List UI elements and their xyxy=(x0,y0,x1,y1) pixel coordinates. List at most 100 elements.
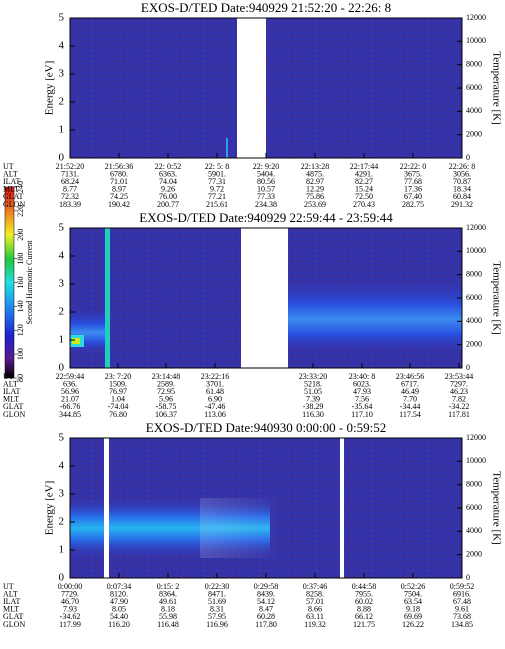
y-tick-label: 2 xyxy=(59,96,65,108)
row-label: GLAT xyxy=(3,402,24,411)
table-cell: 8.05 xyxy=(112,605,126,614)
row-label: UT xyxy=(3,372,14,381)
data-gap xyxy=(237,18,266,158)
y-tick-label: 0 xyxy=(59,362,65,374)
y-tick-label: 3 xyxy=(59,68,65,80)
table-cell: 47.90 xyxy=(110,597,128,606)
table-cell: 0:29:58 xyxy=(254,582,278,591)
table-cell: 57.95 xyxy=(208,612,226,621)
spectrum-spot xyxy=(72,338,80,344)
y-tick-label: 0 xyxy=(59,152,65,164)
table-cell: 82.97 xyxy=(306,177,324,186)
table-cell: 54.40 xyxy=(110,612,128,621)
y-tick-label: 3 xyxy=(59,278,65,290)
table-cell: 73.68 xyxy=(453,612,471,621)
table-cell: 66.12 xyxy=(355,612,373,621)
y2-axis-label: Temperature [K] xyxy=(490,51,502,124)
table-cell: 61.48 xyxy=(206,387,224,396)
table-cell: -74.04 xyxy=(108,402,129,411)
y2-tick-label: 12000 xyxy=(466,433,486,442)
colorbar-ramp xyxy=(4,186,15,379)
row-label: GLON xyxy=(3,410,25,419)
table-cell: 70.87 xyxy=(453,177,471,186)
y-tick-label: 1 xyxy=(59,124,65,136)
table-cell: 116.20 xyxy=(108,620,130,629)
spectrum-streak xyxy=(226,138,228,158)
table-cell: 17.36 xyxy=(404,185,422,194)
row-label: MLT xyxy=(3,185,19,194)
y2-tick-label: 8000 xyxy=(466,59,482,68)
table-cell: 0:37:46 xyxy=(303,582,327,591)
table-cell: 0:00:00 xyxy=(58,582,82,591)
table-cell: 22:22: 0 xyxy=(400,162,426,171)
y2-tick-label: 8000 xyxy=(466,269,482,278)
table-cell: 18.34 xyxy=(453,185,471,194)
y2-tick-label: 6000 xyxy=(466,83,482,92)
table-cell: 117.81 xyxy=(448,410,470,419)
table-cell: 8120. xyxy=(110,589,128,598)
table-cell: 113.06 xyxy=(204,410,226,419)
table-cell: 75.86 xyxy=(306,192,324,201)
colorbar-tick-label: 80 xyxy=(16,374,25,382)
table-cell: 121.75 xyxy=(353,620,375,629)
table-cell: 8364. xyxy=(159,589,177,598)
table-cell: 15.24 xyxy=(355,185,373,194)
y2-tick-label: 12000 xyxy=(466,223,486,232)
table-cell: 2589. xyxy=(157,379,175,388)
table-cell: 68.24 xyxy=(61,177,79,186)
row-label: UT xyxy=(3,582,14,591)
spectrum-band xyxy=(288,278,462,353)
colorbar: 80 100 120 140 160 180 200 220 240 Second Harmoni… xyxy=(4,181,34,382)
table-cell: 7504. xyxy=(404,589,422,598)
table-cell: 21:56:36 xyxy=(105,162,133,171)
table-cell: 77.68 xyxy=(404,177,422,186)
y2-tick-label: 2000 xyxy=(466,549,482,558)
table-cell: 291.32 xyxy=(451,200,473,209)
table-cell: 7297. xyxy=(450,379,468,388)
table-cell: 12.29 xyxy=(306,185,324,194)
table-cell: 76.80 xyxy=(109,410,127,419)
table-cell: 49.61 xyxy=(159,597,177,606)
table-cell: 21.07 xyxy=(61,395,79,404)
row-label: ALT xyxy=(3,169,18,178)
y-tick-label: 0 xyxy=(59,572,65,584)
table-cell: 77.21 xyxy=(208,192,226,201)
table-cell: 23: 7:20 xyxy=(105,372,131,381)
row-label: UT xyxy=(3,162,14,171)
table-cell: 9.26 xyxy=(161,185,175,194)
y2-tick-label: 10000 xyxy=(466,456,486,465)
row-label: GLON xyxy=(3,620,25,629)
table-cell: 22: 0:52 xyxy=(155,162,181,171)
table-cell: 7.82 xyxy=(452,395,466,404)
table-cell: 8.77 xyxy=(63,185,77,194)
y-tick-label: 4 xyxy=(59,40,65,52)
table-cell: 116.30 xyxy=(302,410,324,419)
row-label: MLT xyxy=(3,395,19,404)
y-tick-label: 1 xyxy=(59,334,65,346)
table-cell: 7729. xyxy=(61,589,79,598)
table-cell: 117.54 xyxy=(399,410,421,419)
table-cell: 22: 9:20 xyxy=(253,162,279,171)
table-cell: 116.48 xyxy=(157,620,179,629)
table-cell: 69.69 xyxy=(404,612,422,621)
colorbar-tick-label: 240 xyxy=(16,181,25,193)
y-tick-label: 4 xyxy=(59,250,65,262)
spectrum-stripe xyxy=(107,228,109,368)
table-cell: 0:59:52 xyxy=(450,582,474,591)
y-tick-label: 5 xyxy=(59,12,65,24)
table-cell: 4291. xyxy=(355,169,373,178)
table-cell: 1.04 xyxy=(111,395,125,404)
table-cell: 6363. xyxy=(159,169,177,178)
y2-tick-label: 6000 xyxy=(466,503,482,512)
colorbar-label: Second Harmonic Current xyxy=(25,240,34,325)
table-cell: 56.96 xyxy=(61,387,79,396)
row-label: ALT xyxy=(3,589,18,598)
table-cell: 7.56 xyxy=(355,395,369,404)
table-cell: 23:33:20 xyxy=(299,372,327,381)
table-cell: 5901. xyxy=(208,169,226,178)
table-cell: -34.22 xyxy=(449,402,470,411)
table-cell: 8.31 xyxy=(210,605,224,614)
table-cell: 0:52:26 xyxy=(401,582,425,591)
table-cell: 8471. xyxy=(208,589,226,598)
table-cell: 57.01 xyxy=(306,597,324,606)
